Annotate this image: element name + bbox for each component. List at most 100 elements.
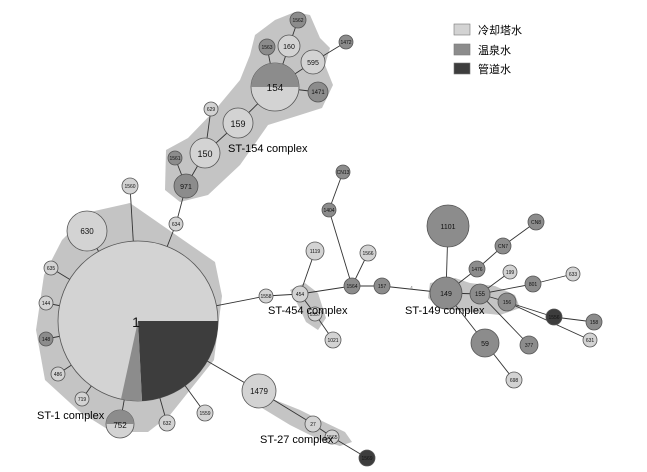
pie-slice-hot-spring: [121, 321, 142, 402]
st27-complex-label: ST-27 complex: [260, 434, 334, 446]
node-label: 454: [296, 292, 305, 298]
pie-slice-hot-spring: [251, 63, 299, 87]
legend-swatch-pipe: [453, 62, 471, 75]
node-label: 1557: [309, 312, 320, 318]
node-label: 1560: [124, 184, 135, 190]
node-1101[interactable]: 1101: [426, 204, 470, 248]
node-label: 149: [440, 291, 452, 298]
node-label: 752: [113, 421, 127, 430]
node-CN7[interactable]: CN7: [494, 237, 512, 255]
node-label: 971: [180, 184, 192, 191]
node-label: 1559: [199, 411, 210, 417]
node-159[interactable]: 159: [222, 107, 254, 139]
node-label: 377: [525, 343, 534, 349]
node-label: 1561: [169, 156, 180, 162]
node-label: 160: [283, 44, 295, 51]
edge: [328, 209, 353, 287]
node-label: 1562: [292, 18, 303, 24]
node-1404[interactable]: 1404: [321, 202, 337, 218]
node-635[interactable]: 635: [43, 260, 59, 276]
node-486[interactable]: 486: [50, 366, 66, 382]
node-label: 633: [569, 272, 578, 278]
st154-complex-region: [165, 12, 333, 202]
node-1569[interactable]: 1569: [358, 449, 376, 467]
node-label: 159: [230, 119, 245, 129]
node-label: 486: [54, 372, 63, 378]
node-154[interactable]: 154: [250, 62, 300, 112]
node-149[interactable]: 149: [429, 276, 463, 310]
node-59[interactable]: 59: [470, 328, 500, 358]
node-1558[interactable]: 1558: [258, 288, 274, 304]
node-label: 154: [267, 83, 284, 94]
node-719[interactable]: 719: [74, 391, 90, 407]
node-1563[interactable]: 1563: [258, 38, 276, 56]
node-1565[interactable]: 1565: [324, 429, 340, 445]
node-label: 144: [42, 301, 51, 307]
node-199[interactable]: 199: [502, 264, 518, 280]
node-1472[interactable]: 1472: [338, 34, 354, 50]
node-1560[interactable]: 1560: [121, 177, 139, 195]
node-1557[interactable]: 1557: [307, 306, 323, 322]
node-631[interactable]: 631: [582, 332, 598, 348]
node-595[interactable]: 595: [300, 49, 326, 75]
node-1021[interactable]: 1021: [324, 331, 342, 349]
node-label: 1119: [310, 249, 321, 255]
node-label: 155: [475, 292, 486, 298]
node-label: CN7: [498, 244, 508, 250]
node-630[interactable]: 630: [66, 210, 108, 252]
node-971[interactable]: 971: [173, 173, 199, 199]
node-1119[interactable]: 1119: [305, 241, 325, 261]
node-801[interactable]: 801: [524, 275, 542, 293]
node-CN13[interactable]: CN13: [335, 164, 351, 180]
node-1559[interactable]: 1559: [196, 404, 214, 422]
node-1562[interactable]: 1562: [289, 11, 307, 29]
node-label: 595: [307, 60, 319, 67]
node-629[interactable]: 629: [203, 101, 219, 117]
pie-slice-pipe: [138, 321, 219, 401]
node-633[interactable]: 633: [565, 266, 581, 282]
node-157[interactable]: 157: [373, 277, 391, 295]
node-label: 156: [503, 300, 512, 306]
node-160[interactable]: 160: [277, 34, 301, 58]
node-label: 1479: [250, 387, 268, 396]
node-156[interactable]: 156: [497, 292, 517, 312]
node-label: 635: [47, 266, 56, 272]
node-632[interactable]: 632: [158, 414, 176, 432]
nodes: 630 635 144 148 486 719 752 632 1559 634…: [38, 11, 603, 467]
node-1471[interactable]: 1471: [307, 81, 329, 103]
node-CN8[interactable]: CN8: [527, 213, 545, 231]
node-150[interactable]: 150: [189, 137, 221, 169]
node-label: 631: [586, 338, 595, 344]
legend-swatch-cooling-tower: [453, 23, 471, 36]
node-454[interactable]: 454: [291, 285, 309, 303]
node-1556[interactable]: 1556: [545, 308, 563, 326]
node-label: 629: [207, 107, 216, 113]
node-label: 719: [78, 397, 87, 403]
node-144[interactable]: 144: [38, 295, 54, 311]
node-148[interactable]: 148: [38, 331, 54, 347]
node-634[interactable]: 634: [168, 216, 184, 232]
node-label: 1471: [311, 90, 325, 96]
node-377[interactable]: 377: [519, 335, 539, 355]
node-label: 148: [42, 337, 51, 343]
node-1566[interactable]: 1566: [359, 244, 377, 262]
node-1476[interactable]: 1476: [468, 260, 486, 278]
node-158[interactable]: 158: [585, 313, 603, 331]
legend: 冷却塔水 温泉水 管道水: [453, 23, 522, 76]
node-1561[interactable]: 1561: [167, 150, 183, 166]
node-label: 150: [197, 149, 212, 159]
node-label: 1569: [361, 456, 372, 462]
node-1479[interactable]: 1479: [241, 373, 277, 409]
node-1[interactable]: 1: [57, 240, 219, 402]
node-label: 1566: [362, 251, 373, 257]
node-label: 158: [590, 320, 599, 326]
node-698[interactable]: 698: [505, 371, 523, 389]
node-1564[interactable]: 1564: [343, 277, 361, 295]
node-label: 1563: [261, 45, 272, 51]
node-155[interactable]: 155: [469, 283, 491, 305]
complex-labels: ST-154 complex ST-454 complex ST-149 com…: [37, 143, 485, 446]
node-label: 1556: [548, 315, 559, 321]
node-27[interactable]: 27: [304, 415, 322, 433]
node-752[interactable]: 752: [105, 409, 135, 439]
